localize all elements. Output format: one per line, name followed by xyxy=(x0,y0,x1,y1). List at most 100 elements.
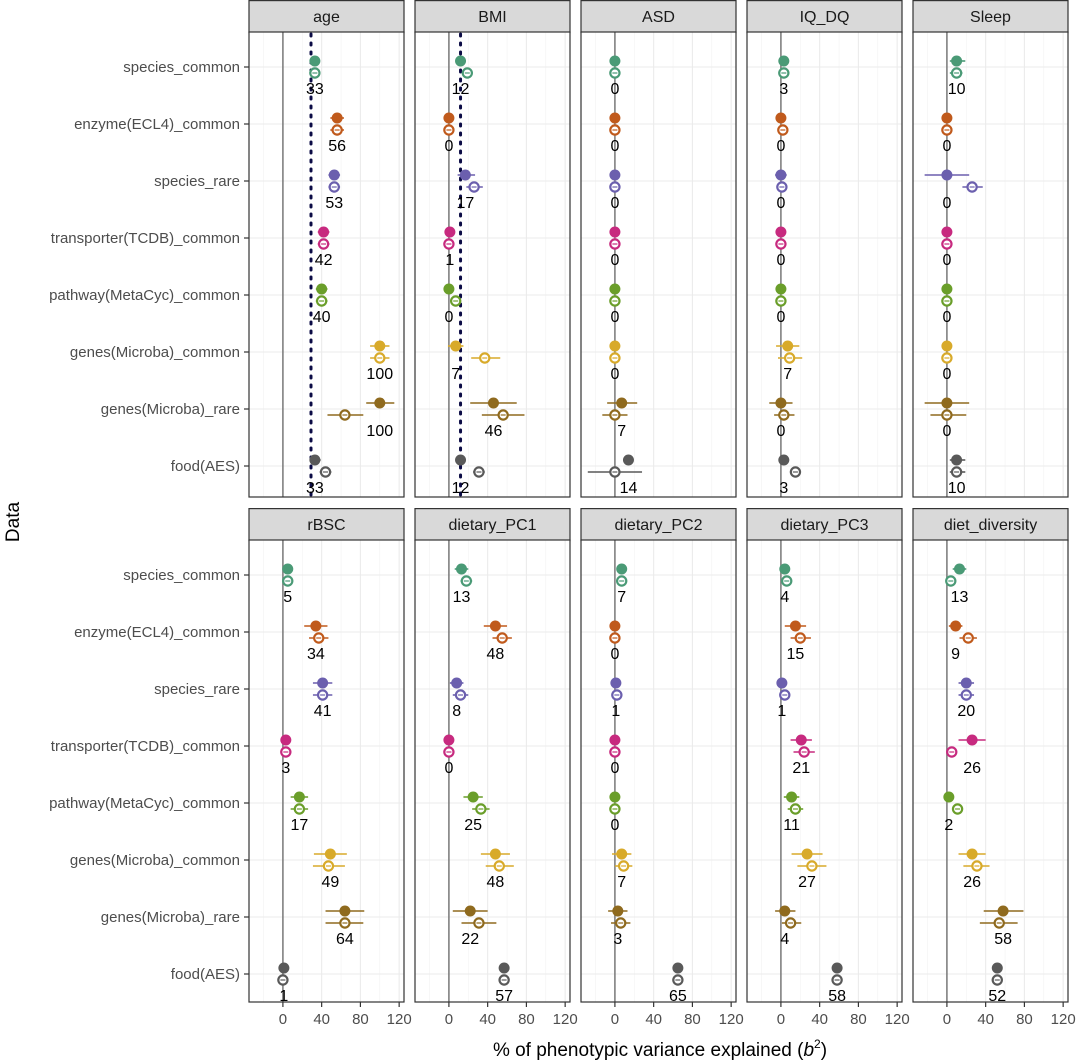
point-filled xyxy=(616,848,628,860)
point-filled xyxy=(609,283,621,295)
category-point-group: 53 xyxy=(325,169,343,212)
category-point-group: 1 xyxy=(776,677,791,720)
category-point-group: 0 xyxy=(775,169,788,212)
point-filled xyxy=(779,563,791,575)
facet-strip xyxy=(248,508,405,542)
facet-strip xyxy=(414,0,571,34)
point-filled xyxy=(609,340,621,352)
category-point-group: 0 xyxy=(609,734,621,777)
panel-background xyxy=(747,540,902,1002)
facet-strip xyxy=(580,0,737,34)
facet-strip-label: Sleep xyxy=(970,9,1011,26)
value-label: 11 xyxy=(783,817,800,834)
point-filled xyxy=(672,962,684,974)
panel-border xyxy=(912,31,1069,498)
facet-strip xyxy=(580,508,737,542)
point-filled xyxy=(801,848,813,860)
x-tick-label: 40 xyxy=(811,1011,828,1028)
value-label: 1 xyxy=(279,988,288,1005)
category-point-group: 12 xyxy=(452,454,485,497)
facet-asd: ASD 0 0 0 0 0 0 7 14 xyxy=(580,0,737,498)
value-label: 49 xyxy=(321,874,339,891)
x-tick-label: 40 xyxy=(645,1011,662,1028)
value-label: 1 xyxy=(611,703,620,720)
category-point-group: 0 xyxy=(443,734,455,777)
x-tick-label: 120 xyxy=(719,1011,744,1028)
value-label: 40 xyxy=(313,309,331,326)
point-filled xyxy=(280,734,292,746)
x-tick-label: 0 xyxy=(611,1011,619,1028)
point-filled xyxy=(309,454,321,466)
value-label: 13 xyxy=(951,589,969,606)
y-tick-label: food(AES) xyxy=(171,966,240,983)
category-point-group: 0 xyxy=(924,169,983,212)
category-point-group: 0 xyxy=(769,397,795,440)
category-point-group: 0 xyxy=(609,169,621,212)
point-filled xyxy=(609,620,621,632)
category-point-group: 25 xyxy=(463,791,490,834)
value-label: 57 xyxy=(495,988,513,1005)
value-label: 10 xyxy=(948,480,966,497)
category-point-group: 0 xyxy=(941,226,953,269)
facet-strip-label: rBSC xyxy=(307,517,345,534)
panel-border xyxy=(580,31,737,498)
facet-dietary-pc2: dietary_PC2 7 0 1 0 0 7 3 65 xyxy=(580,508,737,1005)
y-tick-label: genes(Microba)_common xyxy=(70,852,240,869)
category-point-group: 0 xyxy=(609,283,621,326)
value-label: 0 xyxy=(776,195,785,212)
panel-border xyxy=(746,539,903,1003)
x-tick-label: 80 xyxy=(518,1011,535,1028)
category-point-group: 4 xyxy=(779,563,793,606)
category-point-group: 13 xyxy=(453,563,473,606)
point-filled xyxy=(991,962,1003,974)
value-label: 42 xyxy=(315,252,333,269)
point-filled xyxy=(776,677,788,689)
value-label: 0 xyxy=(776,138,785,155)
category-point-group: 21 xyxy=(790,734,815,777)
category-point-group: 33 xyxy=(306,55,324,98)
facet-strip-label: dietary_PC1 xyxy=(448,517,536,534)
point-filled xyxy=(609,169,621,181)
facet-strip-label: BMI xyxy=(478,9,506,26)
panel-background xyxy=(415,32,570,497)
category-point-group: 15 xyxy=(784,620,811,663)
panel-background xyxy=(249,32,404,497)
value-label: 52 xyxy=(988,988,1006,1005)
category-point-group: 1 xyxy=(443,226,456,269)
value-label: 3 xyxy=(779,480,788,497)
point-filled xyxy=(775,283,787,295)
category-point-group: 48 xyxy=(480,848,514,891)
facet-bmi: BMI 12 0 17 1 0 7 46 12 xyxy=(414,0,571,499)
value-label: 64 xyxy=(336,931,354,948)
panel-background xyxy=(581,540,736,1002)
x-axis-title-var: b xyxy=(803,1040,814,1061)
facet-strip xyxy=(912,508,1069,542)
point-filled xyxy=(612,905,624,917)
value-label: 0 xyxy=(610,81,619,98)
category-point-group: 100 xyxy=(366,340,393,383)
category-point-group: 0 xyxy=(775,226,787,269)
value-label: 13 xyxy=(453,589,471,606)
panel-background xyxy=(913,540,1068,1002)
point-filled xyxy=(328,169,340,181)
facet-strip xyxy=(746,0,903,34)
panel-border xyxy=(248,539,405,1003)
point-filled xyxy=(943,791,955,803)
value-label: 1 xyxy=(777,703,786,720)
category-point-group: 0 xyxy=(609,112,621,155)
value-label: 0 xyxy=(610,195,619,212)
point-filled xyxy=(498,962,510,974)
value-label: 53 xyxy=(325,195,343,212)
point-filled xyxy=(489,848,501,860)
value-label: 4 xyxy=(780,931,789,948)
category-point-group: 22 xyxy=(452,905,497,948)
point-filled xyxy=(622,454,634,466)
value-label: 0 xyxy=(610,309,619,326)
point-filled xyxy=(444,226,456,238)
x-tick-label: 0 xyxy=(279,1011,287,1028)
category-point-group: 0 xyxy=(443,283,462,326)
category-point-group: 7 xyxy=(776,340,803,383)
point-filled xyxy=(455,55,467,67)
value-label: 14 xyxy=(620,480,638,497)
value-label: 21 xyxy=(792,760,810,777)
